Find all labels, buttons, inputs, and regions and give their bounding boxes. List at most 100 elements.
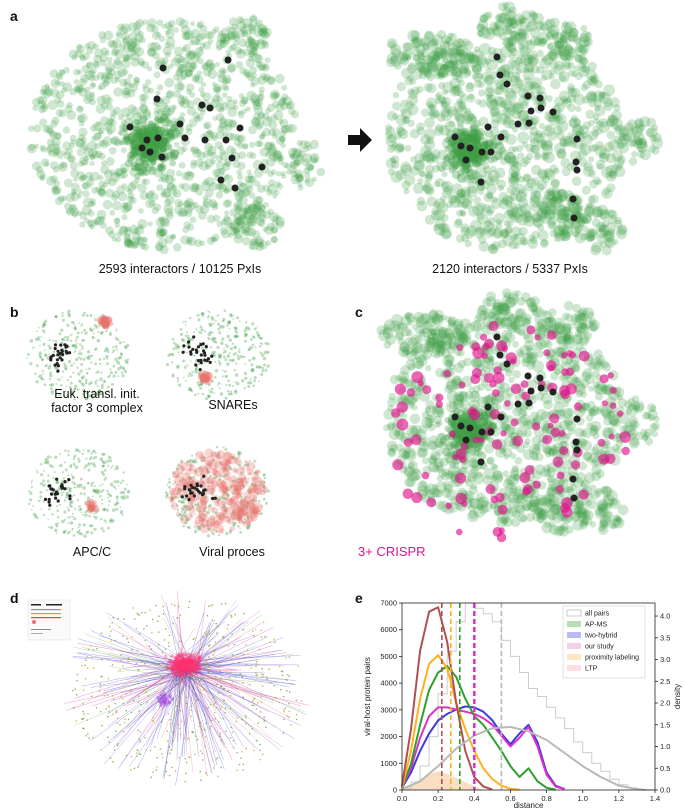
network-node bbox=[74, 339, 78, 342]
network-node bbox=[181, 182, 191, 192]
network-node bbox=[164, 41, 171, 49]
network-node bbox=[251, 369, 255, 373]
network-node bbox=[178, 64, 185, 70]
network-node bbox=[65, 336, 68, 339]
network-node bbox=[61, 338, 64, 341]
network-node bbox=[90, 171, 100, 182]
network-node bbox=[115, 32, 123, 39]
network-node bbox=[57, 516, 60, 519]
network-node bbox=[85, 61, 94, 70]
network-node bbox=[272, 92, 278, 99]
network-node bbox=[582, 65, 591, 74]
network-node bbox=[112, 47, 120, 55]
network-node bbox=[109, 169, 116, 176]
network-node bbox=[78, 113, 88, 123]
network-node bbox=[39, 355, 42, 358]
network-node bbox=[390, 170, 403, 183]
network-node bbox=[94, 48, 104, 58]
network-node bbox=[234, 389, 238, 393]
network-node bbox=[441, 171, 448, 178]
highlight-node bbox=[205, 359, 209, 363]
network-node bbox=[111, 508, 116, 512]
network-node bbox=[36, 364, 39, 368]
network-node bbox=[97, 187, 106, 196]
network-node bbox=[262, 486, 269, 492]
network-node bbox=[217, 30, 224, 37]
network-node bbox=[113, 485, 116, 489]
network-node bbox=[73, 455, 76, 459]
network-node bbox=[173, 46, 184, 57]
network-node bbox=[253, 327, 257, 331]
network-node bbox=[27, 125, 35, 132]
network-node bbox=[170, 233, 176, 240]
network-node bbox=[53, 185, 62, 195]
network-node bbox=[125, 495, 129, 499]
network-node bbox=[181, 31, 191, 41]
network-node bbox=[42, 372, 45, 375]
network-node bbox=[278, 96, 287, 105]
network-node bbox=[184, 334, 188, 338]
network-node bbox=[81, 159, 88, 166]
network-node bbox=[234, 381, 237, 383]
network-node bbox=[248, 204, 255, 212]
network-node bbox=[120, 147, 127, 154]
network-node bbox=[77, 160, 85, 167]
network-node bbox=[97, 188, 107, 198]
network-node bbox=[263, 473, 266, 476]
network-node bbox=[151, 124, 160, 133]
network-node bbox=[69, 334, 72, 337]
network-node bbox=[186, 239, 192, 246]
network-node bbox=[215, 161, 226, 171]
network-node bbox=[246, 151, 254, 159]
network-node bbox=[110, 383, 114, 386]
network-node bbox=[272, 128, 281, 137]
network-node bbox=[237, 190, 246, 199]
network-node bbox=[229, 498, 237, 507]
network-node bbox=[228, 327, 231, 330]
network-node bbox=[55, 316, 57, 318]
network-node bbox=[207, 38, 214, 45]
network-node bbox=[246, 471, 251, 476]
network-node bbox=[47, 344, 50, 348]
network-node bbox=[241, 97, 249, 105]
highlight-node bbox=[154, 134, 162, 142]
network-node bbox=[267, 147, 278, 157]
network-node bbox=[145, 198, 155, 209]
network-node bbox=[101, 383, 104, 387]
network-node bbox=[123, 492, 126, 495]
network-node bbox=[224, 358, 228, 362]
network-node bbox=[284, 124, 294, 133]
network-node bbox=[177, 383, 182, 387]
network-node bbox=[179, 333, 183, 337]
highlight-node bbox=[187, 340, 191, 344]
network-node bbox=[93, 61, 101, 69]
highlight-node bbox=[487, 148, 495, 156]
network-node bbox=[89, 160, 95, 166]
network-node bbox=[277, 159, 284, 165]
network-node bbox=[236, 354, 239, 357]
network-node bbox=[128, 32, 138, 41]
network-node bbox=[200, 346, 204, 350]
network-node bbox=[517, 15, 527, 24]
network-node bbox=[224, 160, 231, 168]
network-node bbox=[108, 333, 112, 336]
network-node bbox=[88, 498, 95, 505]
network-node bbox=[114, 468, 117, 471]
network-node bbox=[205, 164, 211, 170]
network-node bbox=[390, 160, 400, 169]
network-node bbox=[70, 139, 76, 145]
network-node bbox=[185, 124, 193, 132]
network-node bbox=[85, 457, 88, 460]
highlight-node bbox=[55, 477, 59, 481]
network-node bbox=[130, 237, 140, 247]
network-node bbox=[208, 199, 218, 209]
network-node bbox=[106, 508, 109, 511]
network-node bbox=[43, 461, 47, 464]
network-node bbox=[210, 387, 214, 391]
network-node bbox=[536, 66, 544, 74]
network-node bbox=[581, 185, 591, 195]
network-node bbox=[233, 369, 237, 372]
network-node bbox=[58, 503, 61, 506]
network-node bbox=[113, 70, 123, 80]
network-node bbox=[173, 74, 180, 81]
